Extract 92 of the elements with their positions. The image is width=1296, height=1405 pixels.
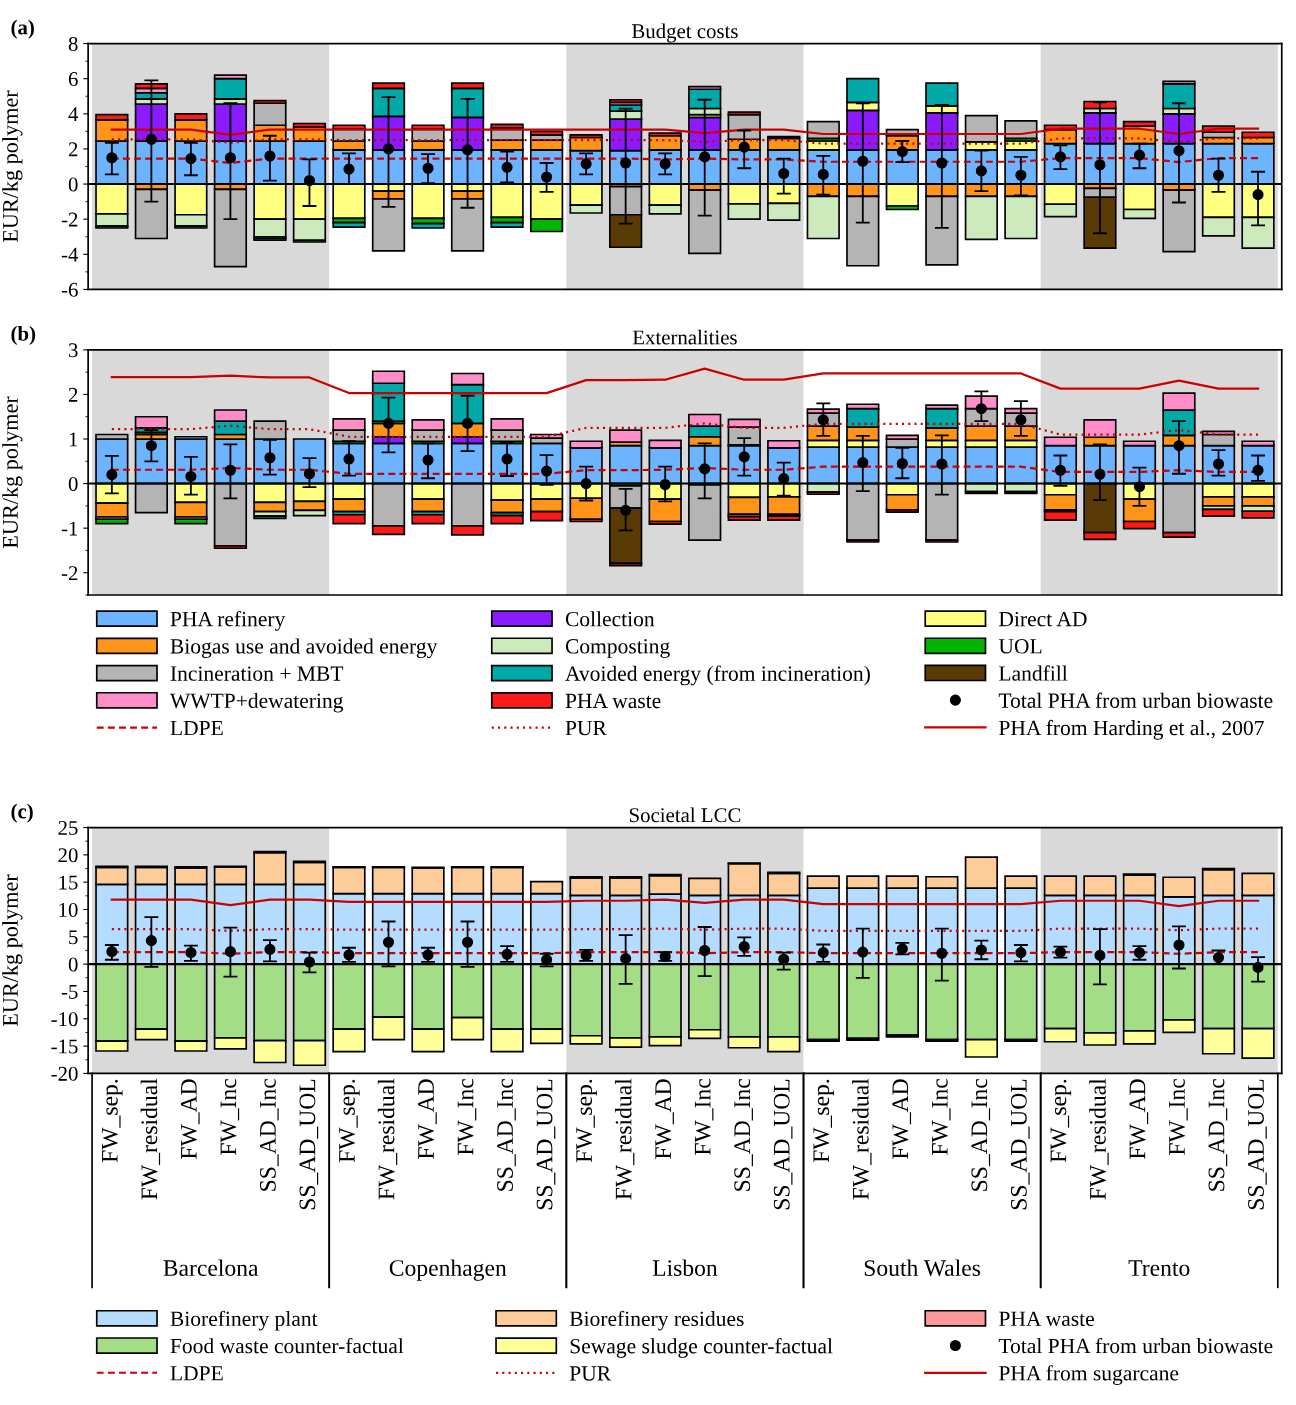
text: Copenhagen: [389, 1259, 507, 1281]
legend-label: Food waste counter-factual: [170, 1337, 404, 1354]
y-tick-label: 1: [69, 432, 78, 447]
x-tick-label: FW_sep.: [339, 1079, 360, 1163]
legend-label: Biorefinery residues: [569, 1310, 744, 1331]
y-tick-label: 8: [68, 36, 78, 51]
x-tick-label: FW_AD: [655, 1079, 674, 1159]
y-axis-title: EUR/kg polymer: [2, 396, 23, 549]
x-tick-label: FW_Inc: [932, 1079, 951, 1155]
legend-label: Biorefinery plant: [170, 1310, 318, 1331]
text: (c): [11, 803, 33, 823]
legend-label: PHA from Harding et al., 2007: [999, 719, 1264, 740]
x-tick-label: SS_AD_Inc: [734, 1079, 753, 1191]
y-axis-title: EUR/kg polymer: [2, 90, 23, 243]
y-tick-label: 3: [68, 343, 78, 358]
y-tick-label: 4: [68, 107, 79, 122]
legend-label: PUR: [565, 721, 607, 736]
legend-label: PHA waste: [999, 1311, 1094, 1327]
legend-label: Collection: [565, 611, 655, 627]
legend-label: Composting: [565, 639, 670, 658]
legend-label: PHA from sugarcane: [999, 1365, 1179, 1385]
legend-label: Total PHA from urban biowaste: [998, 692, 1273, 708]
text: (a): [11, 19, 34, 39]
x-tick-label: FW_residual: [1089, 1078, 1109, 1200]
y-tick-label: -2: [61, 212, 78, 227]
y-tick-label: 0: [68, 177, 78, 192]
y-tick-label: 0: [68, 957, 78, 972]
chart-title: Societal LCC: [629, 807, 741, 823]
x-tick-label: FW_Inc: [220, 1079, 240, 1155]
x-tick-label: SS_AD_UOL: [1248, 1079, 1267, 1210]
x-tick-label: SS_AD_UOL: [299, 1079, 319, 1210]
x-tick-label: SS_AD_UOL: [536, 1079, 556, 1210]
y-tick-label: 10: [59, 902, 78, 917]
x-tick-label: FW_AD: [1129, 1079, 1149, 1159]
x-tick-label: FW_sep.: [102, 1079, 123, 1163]
chart-title: Budget costs: [632, 23, 738, 43]
x-tick-label: FW_Inc: [457, 1079, 477, 1155]
y-tick-label: 15: [59, 875, 78, 890]
x-tick-label: FW_Inc: [1169, 1079, 1188, 1155]
y-tick-label: 5: [69, 930, 78, 945]
y-tick-label: -2: [61, 566, 78, 580]
x-tick-label: SS_AD_UOL: [1010, 1079, 1030, 1210]
x-tick-label: FW_sep.: [1050, 1079, 1072, 1163]
y-tick-label: 20: [58, 848, 78, 863]
text: (b): [11, 326, 36, 345]
legend-label: Avoided energy (from incineration): [565, 665, 870, 686]
legend-label: PHA waste: [565, 693, 661, 709]
x-tick-label: SS_AD_UOL: [773, 1079, 793, 1210]
x-tick-label: SS_AD_Inc: [259, 1079, 279, 1191]
y-tick-label: 6: [68, 72, 78, 87]
legend-label: Sewage sludge counter-factual: [570, 1338, 833, 1358]
y-tick-label: 2: [68, 387, 78, 402]
x-tick-label: FW_residual: [140, 1078, 161, 1200]
y-tick-label: -10: [51, 1012, 78, 1027]
legend-label: LDPE: [170, 720, 223, 736]
y-tick-label: -1: [61, 521, 78, 536]
text: Barcelona: [163, 1259, 259, 1277]
legend-label: Direct AD: [999, 611, 1087, 627]
x-tick-label: FW_AD: [180, 1079, 200, 1159]
text: Trento: [1128, 1260, 1190, 1277]
x-tick-label: FW_residual: [377, 1078, 398, 1200]
x-tick-label: FW_AD: [892, 1079, 912, 1159]
y-tick-label: -6: [61, 282, 78, 297]
y-tick-label: -20: [51, 1066, 78, 1081]
legend-label: LDPE: [170, 1366, 223, 1381]
x-tick-label: FW_AD: [418, 1079, 437, 1159]
legend-label: Biogas use and avoided energy: [170, 638, 438, 659]
y-axis-title: EUR/kg polymer: [2, 874, 23, 1027]
y-tick-label: -4: [61, 247, 79, 262]
legend-label: Incineration + MBT: [170, 666, 344, 681]
y-tick-label: 2: [68, 142, 78, 157]
text: Lisbon: [652, 1259, 718, 1277]
x-tick-label: FW_sep.: [813, 1079, 834, 1163]
y-tick-label: -5: [61, 985, 78, 999]
legend-label: PUR: [569, 1366, 612, 1381]
x-tick-label: FW_Inc: [694, 1079, 714, 1155]
y-tick-label: -15: [51, 1039, 78, 1054]
x-tick-label: SS_AD_Inc: [497, 1079, 516, 1191]
y-tick-label: 25: [58, 820, 78, 835]
legend-label: Total PHA from urban biowaste: [998, 1337, 1273, 1354]
x-tick-label: SS_AD_Inc: [1208, 1079, 1228, 1191]
x-tick-label: FW_residual: [852, 1078, 872, 1200]
x-tick-label: SS_AD_Inc: [971, 1079, 991, 1191]
y-tick-label: 0: [68, 476, 78, 492]
text: South Wales: [864, 1259, 981, 1277]
legend-label: Landfill: [999, 665, 1068, 681]
legend-label: PHA refinery: [170, 610, 286, 631]
x-tick-label: FW_residual: [614, 1078, 635, 1200]
chart-title: Externalities: [632, 329, 737, 345]
legend-label: WWTP+dewatering: [169, 692, 344, 713]
legend-label: UOL: [998, 639, 1042, 654]
x-tick-label: FW_sep.: [576, 1079, 597, 1163]
